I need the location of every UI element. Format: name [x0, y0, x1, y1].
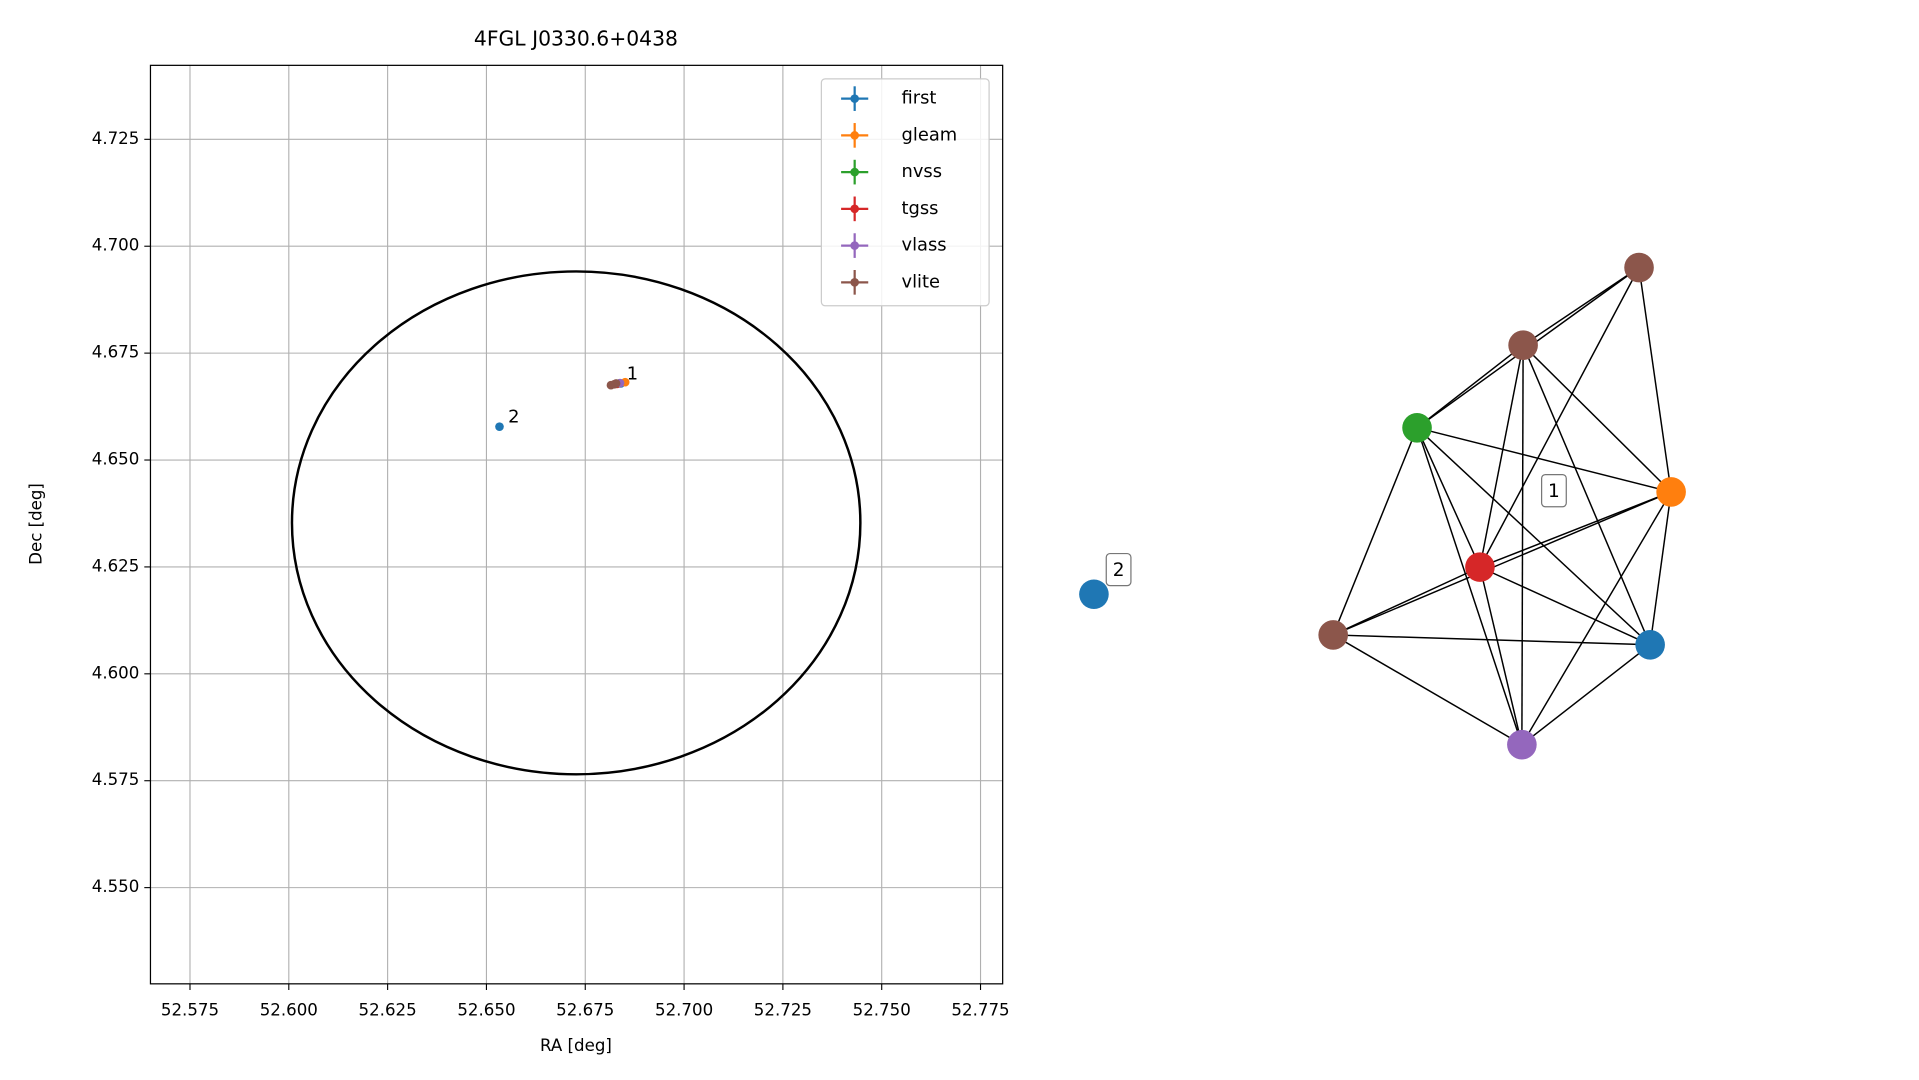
- graph-edge: [1332, 566, 1481, 636]
- legend-marker: [850, 204, 859, 214]
- y-tick-label: 4.600: [92, 663, 140, 682]
- x-tick-label: 52.675: [556, 1000, 614, 1019]
- legend-label: vlite: [902, 271, 941, 292]
- graph-edge: [1649, 491, 1672, 645]
- legend-label: nvss: [902, 161, 943, 182]
- graph-node: [1507, 729, 1537, 760]
- graph-edge: [1521, 644, 1651, 746]
- x-tick-label: 52.625: [359, 1000, 417, 1019]
- graph-edge: [1522, 344, 1672, 493]
- x-tick-label: 52.575: [161, 1000, 219, 1019]
- graph-edge: [1522, 344, 1651, 646]
- x-tick-label: 52.700: [655, 1000, 713, 1019]
- error-ellipse: [290, 270, 862, 776]
- graph-edge: [1521, 491, 1672, 746]
- component-label-box: [1540, 474, 1567, 508]
- x-tick-label: 52.750: [853, 1000, 911, 1019]
- graph-edge: [1416, 427, 1672, 493]
- annotation: 2: [508, 406, 519, 427]
- legend: first gleam nvss tgss vlass vlite: [820, 78, 990, 307]
- annotation: 1: [627, 364, 638, 385]
- graph-edge: [1479, 566, 1651, 646]
- legend-label: vlass: [902, 235, 947, 256]
- x-tick-label: 52.775: [951, 1000, 1009, 1019]
- graph-edge: [1479, 491, 1672, 568]
- graph-node: [1635, 630, 1665, 660]
- data-point: [609, 380, 619, 389]
- graph-edge: [1332, 634, 1523, 746]
- graph-node: [1318, 620, 1348, 650]
- y-tick-label: 4.675: [92, 343, 140, 362]
- graph-edge: [1638, 267, 1672, 493]
- graph-edge: [1332, 427, 1418, 636]
- graph-edge: [1479, 345, 1524, 568]
- graph-edge: [1333, 634, 1651, 646]
- legend-marker: [850, 167, 859, 177]
- component-label-box: [1105, 552, 1132, 587]
- graph-edge: [1416, 344, 1524, 429]
- legend-label: gleam: [902, 124, 958, 145]
- chart-title: 4FGL J0330.6+0438: [474, 26, 678, 50]
- x-tick-label: 52.725: [754, 1000, 812, 1019]
- graph-node: [1079, 579, 1109, 610]
- x-tick-label: 52.650: [457, 1000, 515, 1019]
- y-tick-label: 4.550: [92, 877, 140, 896]
- x-axis-label: RA [deg]: [540, 1036, 612, 1055]
- graph-edge: [1416, 427, 1523, 745]
- component-label: 1: [1548, 481, 1560, 502]
- graph-node: [1465, 552, 1495, 582]
- graph-node: [1508, 330, 1538, 360]
- graph-edge: [1416, 427, 1481, 568]
- y-tick-label: 4.625: [92, 556, 140, 575]
- graph-edge: [1479, 566, 1523, 745]
- graph-edge: [1521, 345, 1524, 745]
- graph-node: [1402, 413, 1432, 443]
- y-tick-label: 4.575: [92, 770, 140, 789]
- legend-marker: [850, 241, 859, 250]
- legend-marker: [850, 94, 859, 103]
- y-tick-label: 4.650: [92, 450, 140, 469]
- graph-edge: [1479, 267, 1640, 568]
- y-tick-label: 4.725: [92, 129, 140, 148]
- component-label: 2: [1113, 560, 1125, 581]
- legend-label: tgss: [902, 198, 939, 219]
- x-tick-label: 52.600: [260, 1000, 318, 1019]
- legend-marker: [850, 131, 859, 140]
- data-point: [495, 422, 504, 431]
- legend-label: first: [902, 88, 937, 109]
- graph-edge: [1416, 427, 1651, 646]
- graph-edge: [1332, 491, 1672, 636]
- graph-edge: [1522, 266, 1640, 346]
- y-axis-label: Dec [deg]: [26, 483, 45, 565]
- graph-node: [1624, 252, 1654, 283]
- axes-frame: [149, 64, 1004, 985]
- y-tick-label: 4.700: [92, 236, 140, 255]
- legend-marker: [850, 278, 859, 287]
- graph-node: [1656, 477, 1686, 507]
